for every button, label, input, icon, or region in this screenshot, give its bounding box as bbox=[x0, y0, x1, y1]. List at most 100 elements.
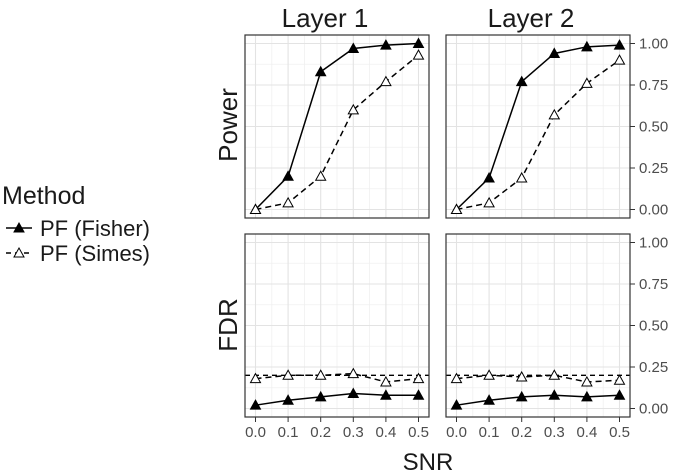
data-point-pf-simes bbox=[249, 203, 262, 214]
data-point-pf-fisher bbox=[282, 394, 294, 405]
data-point-pf-simes bbox=[380, 75, 392, 87]
x-tick-label: 0.2 bbox=[511, 424, 532, 441]
data-point-pf-simes bbox=[515, 171, 528, 183]
data-point-pf-fisher bbox=[314, 390, 327, 402]
data-point-pf-fisher bbox=[483, 394, 495, 405]
data-point-pf-fisher bbox=[249, 399, 262, 410]
series-pf-simes bbox=[249, 49, 425, 214]
panel-layer-1-fdr bbox=[244, 233, 430, 418]
series-line-pf-fisher bbox=[255, 392, 419, 406]
y-tick-label: 1.00 bbox=[639, 36, 668, 53]
legend-title: Method bbox=[2, 182, 85, 210]
legend-key-pf-fisher bbox=[6, 221, 32, 233]
y-tick-label: 0.25 bbox=[639, 359, 668, 376]
data-point-pf-simes bbox=[347, 103, 360, 115]
series-line-pf-simes bbox=[456, 374, 620, 383]
panel-border bbox=[244, 233, 430, 418]
data-point-pf-fisher bbox=[314, 65, 327, 77]
data-point-pf-fisher bbox=[548, 47, 561, 58]
series-pf-fisher bbox=[249, 387, 425, 410]
x-tick-label: 0.4 bbox=[375, 424, 396, 441]
legend-label-pf-fisher: PF (Fisher) bbox=[40, 216, 150, 241]
y-tick-label: 0.75 bbox=[639, 276, 668, 293]
data-point-pf-fisher bbox=[347, 387, 360, 399]
facet-column-label-layer-2: Layer 2 bbox=[488, 3, 575, 33]
series-pf-simes bbox=[450, 54, 626, 214]
facet-panels bbox=[244, 34, 631, 418]
data-point-pf-simes bbox=[450, 203, 463, 214]
y-tick-label: 0.25 bbox=[639, 160, 668, 177]
x-tick-label: 0.0 bbox=[446, 424, 467, 441]
x-tick-label: 0.3 bbox=[343, 424, 364, 441]
data-point-pf-simes bbox=[548, 108, 561, 120]
y-tick-label: 0.75 bbox=[639, 77, 668, 94]
series-line-pf-fisher bbox=[254, 42, 419, 211]
x-axis-label: SNR bbox=[403, 449, 454, 476]
data-point-pf-simes bbox=[581, 375, 593, 387]
y-tick-label: 1.00 bbox=[639, 235, 668, 252]
x-tick-label: 0.2 bbox=[310, 424, 331, 441]
x-tick-label: 0.5 bbox=[609, 424, 630, 441]
data-point-pf-simes bbox=[380, 375, 392, 387]
series-line-pf-simes bbox=[255, 54, 419, 211]
legend-label-pf-simes: PF (Simes) bbox=[40, 241, 150, 266]
series-pf-simes bbox=[450, 369, 626, 387]
x-tick-label: 0.1 bbox=[479, 424, 500, 441]
data-point-pf-simes bbox=[515, 370, 528, 382]
data-point-pf-simes bbox=[450, 372, 463, 384]
data-point-pf-fisher bbox=[347, 42, 360, 53]
series-line-pf-fisher bbox=[456, 394, 620, 406]
data-point-pf-fisher bbox=[483, 171, 495, 183]
data-point-pf-simes bbox=[483, 196, 495, 208]
panel-border bbox=[244, 34, 430, 219]
data-point-pf-fisher bbox=[613, 39, 626, 50]
data-point-pf-simes bbox=[282, 196, 294, 208]
x-axis: 0.0 0.1 0.2 0.3 0.4 0.5 0.0 0.1 0.2 0.3 0.4 0.5 bbox=[245, 417, 630, 441]
series-pf-simes bbox=[249, 367, 425, 387]
data-point-pf-fisher bbox=[380, 39, 392, 50]
data-point-pf-fisher bbox=[581, 390, 593, 402]
x-tick-label: 0.5 bbox=[408, 424, 429, 441]
series-pf-fisher bbox=[450, 39, 626, 214]
data-point-pf-fisher bbox=[380, 389, 392, 400]
data-point-pf-fisher bbox=[282, 170, 294, 181]
x-tick-label: 0.1 bbox=[278, 424, 299, 441]
data-point-pf-fisher bbox=[548, 389, 561, 400]
data-point-pf-simes bbox=[347, 367, 360, 379]
series-pf-fisher bbox=[450, 389, 626, 410]
data-point-pf-simes bbox=[412, 372, 425, 384]
data-point-pf-fisher bbox=[515, 75, 528, 87]
data-point-pf-fisher bbox=[412, 37, 425, 48]
data-point-pf-simes bbox=[249, 372, 262, 384]
data-point-pf-fisher bbox=[450, 399, 463, 410]
panel-layer-1-power bbox=[244, 34, 430, 219]
data-point-pf-simes bbox=[282, 369, 294, 380]
data-point-pf-fisher bbox=[581, 40, 593, 52]
y-tick-label: 0.00 bbox=[639, 401, 668, 418]
facet-row-label-fdr: FDR bbox=[213, 298, 243, 351]
data-point-pf-simes bbox=[412, 49, 425, 60]
legend: Method PF (Fisher) PF (Simes) bbox=[2, 182, 150, 266]
x-tick-label: 0.0 bbox=[245, 424, 266, 441]
data-point-pf-simes bbox=[483, 369, 495, 380]
data-point-pf-simes bbox=[314, 170, 327, 181]
series-line-pf-fisher bbox=[455, 44, 620, 211]
x-tick-label: 0.4 bbox=[576, 424, 597, 441]
y-axis: 0.00 0.25 0.50 0.75 1.00 0.00 0.25 0.50 0.75 1.00 bbox=[630, 36, 668, 418]
panel-layer-2-power bbox=[445, 34, 631, 219]
data-point-pf-simes bbox=[548, 369, 561, 380]
facet-column-label-layer-1: Layer 1 bbox=[282, 3, 369, 33]
y-tick-label: 0.00 bbox=[639, 202, 668, 219]
data-point-pf-simes bbox=[314, 369, 327, 380]
panel-layer-2-fdr bbox=[445, 233, 631, 418]
series-line-pf-simes bbox=[255, 372, 419, 383]
data-point-pf-fisher bbox=[613, 389, 626, 400]
data-point-pf-simes bbox=[581, 77, 593, 88]
data-point-pf-simes bbox=[613, 374, 626, 385]
facet-row-label-power: Power bbox=[213, 88, 243, 162]
x-tick-label: 0.3 bbox=[544, 424, 565, 441]
data-point-pf-fisher bbox=[515, 390, 528, 402]
data-point-pf-fisher bbox=[412, 389, 425, 400]
data-point-pf-simes bbox=[613, 54, 626, 65]
